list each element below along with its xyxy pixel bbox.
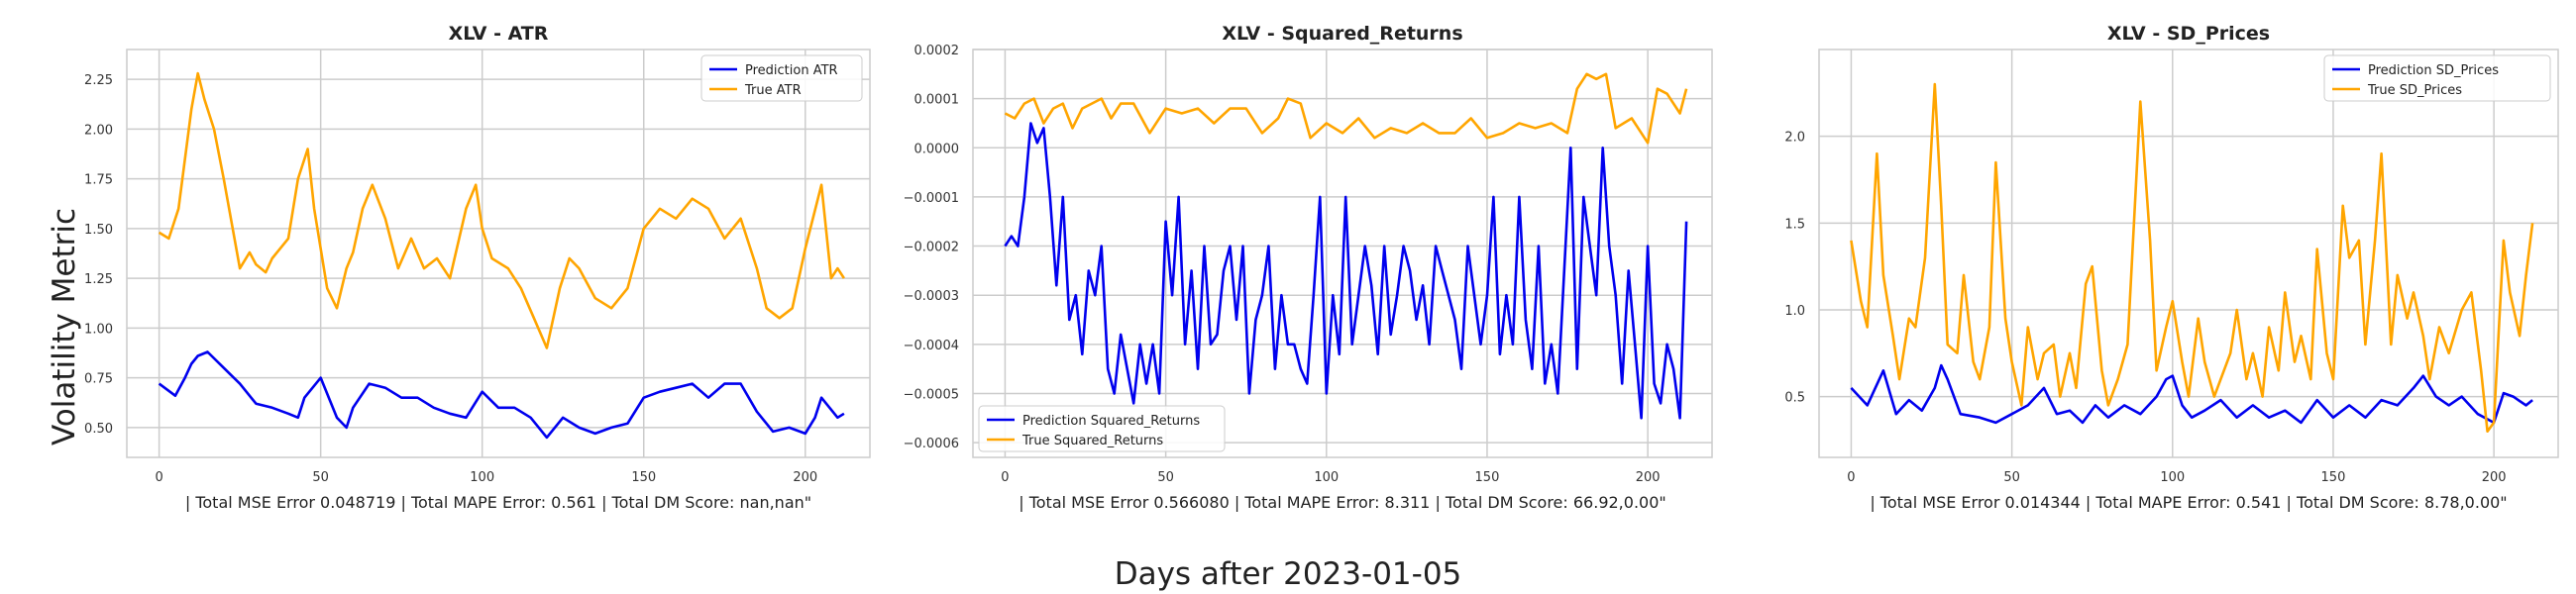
legend-label: True ATR [744, 83, 802, 98]
error-summary: | Total MSE Error 0.048719 | Total MAPE … [185, 493, 811, 512]
legend-box [978, 405, 1226, 452]
y-tick-label: 0.5 [1784, 391, 1805, 406]
legend-label: Prediction ATR [745, 63, 838, 78]
y-tick-label: 0.75 [84, 372, 113, 387]
y-tick-label: 0.0002 [914, 44, 960, 58]
x-tick-label: 0 [1847, 470, 1855, 485]
x-tick-label: 200 [1636, 470, 1661, 485]
x-tick-label: 100 [1314, 470, 1339, 485]
series-line-true-squared-returns [1004, 72, 1688, 145]
y-tick-label: −0.0002 [904, 241, 959, 255]
series-line-true-sd-prices [1850, 82, 2534, 434]
y-tick-label: 1.75 [84, 173, 113, 188]
chart-panel-3: 0 50 100 150 200 0.5 1.0 1.5 2.0 XLV - SD_Prices |… [1784, 23, 2559, 512]
y-tick-label: 2.0 [1784, 131, 1805, 146]
chart-title: XLV - ATR [449, 23, 549, 45]
series-line-prediction-sd-prices [1850, 363, 2533, 425]
error-summary: | Total MSE Error 0.566080 | Total MAPE … [1019, 493, 1666, 512]
y-tick-label: 1.00 [84, 322, 113, 337]
y-tick-label: 2.25 [84, 73, 113, 88]
x-tick-label: 0 [155, 470, 162, 485]
x-tick-label: 50 [312, 470, 329, 485]
y-tick-label: 0.50 [84, 422, 113, 437]
y-axis-label: Volatility Metric [47, 208, 82, 446]
x-tick-label: 50 [2003, 470, 2020, 485]
y-tick-label: 0.0001 [914, 93, 960, 108]
legend-box [700, 54, 863, 102]
legend-label: Prediction Squared_Returns [1022, 414, 1200, 429]
legend-label: True Squared_Returns [1021, 434, 1163, 448]
x-tick-label: 150 [631, 470, 656, 485]
x-tick-label: 0 [1001, 470, 1009, 485]
legend-box [2323, 54, 2551, 102]
plot-frame [1818, 49, 2559, 458]
x-tick-label: 150 [2321, 470, 2346, 485]
chart-title: XLV - Squared_Returns [1222, 23, 1462, 45]
y-tick-label: −0.0006 [904, 437, 959, 451]
y-tick-label: −0.0005 [904, 387, 959, 402]
y-tick-label: 1.5 [1784, 217, 1805, 232]
chart-panel-1: 0 50 100 150 200 0.50 0.75 1.00 1.25 1.50 1.75 2.00… [84, 23, 871, 512]
legend-label: Prediction SD_Prices [2368, 63, 2499, 78]
chart-panel-2: 0 50 100 150 200 −0.0006 −0.0005 −0.0004 −0.0003… [904, 23, 1713, 512]
chart-title: XLV - SD_Prices [2107, 23, 2270, 45]
x-axis-label: Days after 2023-01-05 [1115, 556, 1462, 592]
y-tick-label: −0.0004 [904, 339, 959, 353]
x-tick-label: 50 [1157, 470, 1174, 485]
x-tick-label: 150 [1475, 470, 1500, 485]
y-tick-label: 1.25 [84, 272, 113, 287]
y-tick-label: 0.0000 [914, 142, 960, 156]
x-tick-label: 200 [2482, 470, 2507, 485]
y-tick-label: 1.0 [1784, 304, 1805, 319]
series-line-prediction-squared-returns [1004, 122, 1688, 420]
plot-frame [126, 49, 871, 458]
x-tick-label: 200 [793, 470, 817, 485]
y-tick-label: 2.00 [84, 123, 113, 138]
legend: Prediction ATR True ATR [700, 54, 863, 102]
legend-label: True SD_Prices [2367, 83, 2462, 98]
plot-frame [972, 49, 1713, 458]
error-summary: | Total MSE Error 0.014344 | Total MAPE … [1870, 493, 2507, 512]
y-tick-label: −0.0003 [904, 289, 959, 304]
y-tick-label: −0.0001 [904, 191, 959, 206]
legend: Prediction SD_Prices True SD_Prices [2323, 54, 2551, 102]
y-tick-label: 1.50 [84, 223, 113, 238]
x-tick-label: 100 [470, 470, 494, 485]
x-tick-label: 100 [2160, 470, 2185, 485]
series-line-prediction-atr [158, 350, 845, 440]
series-line-true-atr [158, 71, 845, 349]
legend: Prediction Squared_Returns True Squared_R… [978, 405, 1226, 452]
